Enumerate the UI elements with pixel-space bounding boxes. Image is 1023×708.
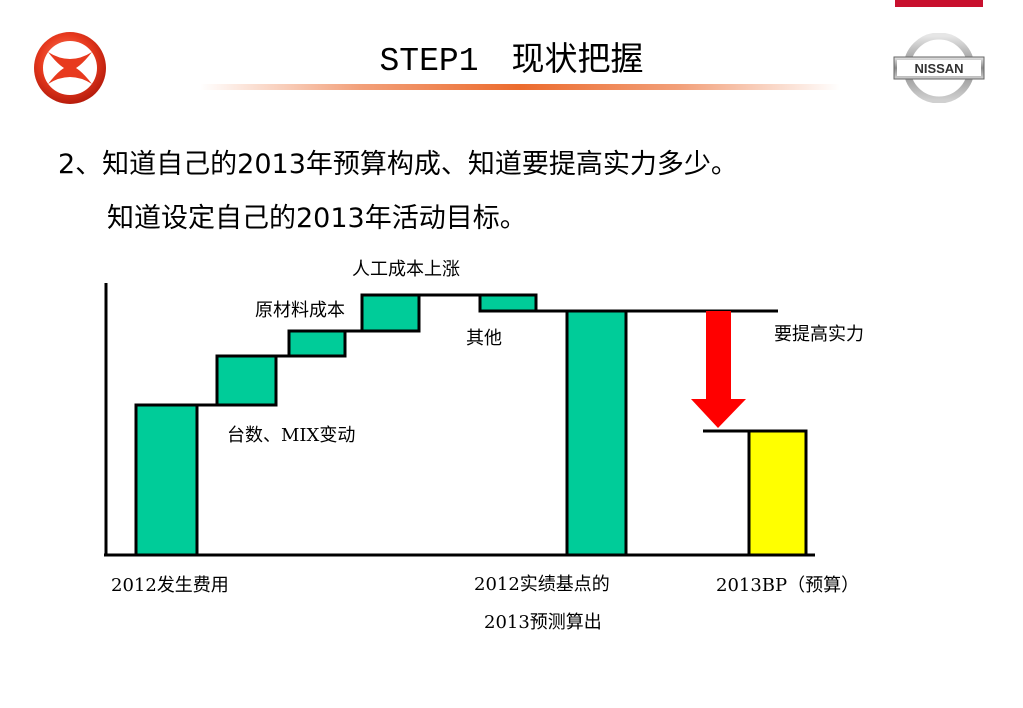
label-forecast-line2: 2013预测算出 bbox=[484, 612, 602, 633]
body-line-1: 2、知道自己的2013年预算构成、知道要提高实力多少。 bbox=[58, 149, 738, 180]
label-improve: 要提高实力 bbox=[774, 324, 864, 345]
label-2012-base: 2012发生费用 bbox=[111, 575, 229, 596]
bar-volume-mix bbox=[215, 354, 278, 407]
body-line-2: 知道设定自己的2013年活动目标。 bbox=[107, 203, 527, 234]
label-volume-mix: 台数、MIX变动 bbox=[227, 425, 355, 446]
dongfeng-logo-icon bbox=[34, 32, 106, 104]
decrease-arrow-icon bbox=[691, 311, 746, 428]
title-underline bbox=[200, 84, 840, 90]
bar-other bbox=[478, 293, 538, 313]
label-other: 其他 bbox=[466, 328, 502, 349]
bar-step-2 bbox=[287, 329, 347, 358]
label-labor: 人工成本上涨 bbox=[352, 259, 460, 280]
nissan-logo-icon: NISSAN bbox=[893, 33, 985, 103]
corner-accent-bar bbox=[895, 0, 983, 7]
label-2013-bp: 2013BP（预算） bbox=[716, 575, 859, 596]
bar-2013-bp bbox=[747, 429, 808, 557]
bar-2013-forecast bbox=[565, 309, 628, 557]
label-material: 原材料成本 bbox=[255, 300, 345, 321]
nissan-logo-text: NISSAN bbox=[914, 61, 963, 76]
label-forecast-line1: 2012实绩基点的 bbox=[474, 574, 610, 595]
bar-material bbox=[360, 293, 421, 333]
slide-title: STEP1 现状把握 bbox=[379, 43, 644, 80]
bar-2012-base bbox=[134, 403, 199, 557]
